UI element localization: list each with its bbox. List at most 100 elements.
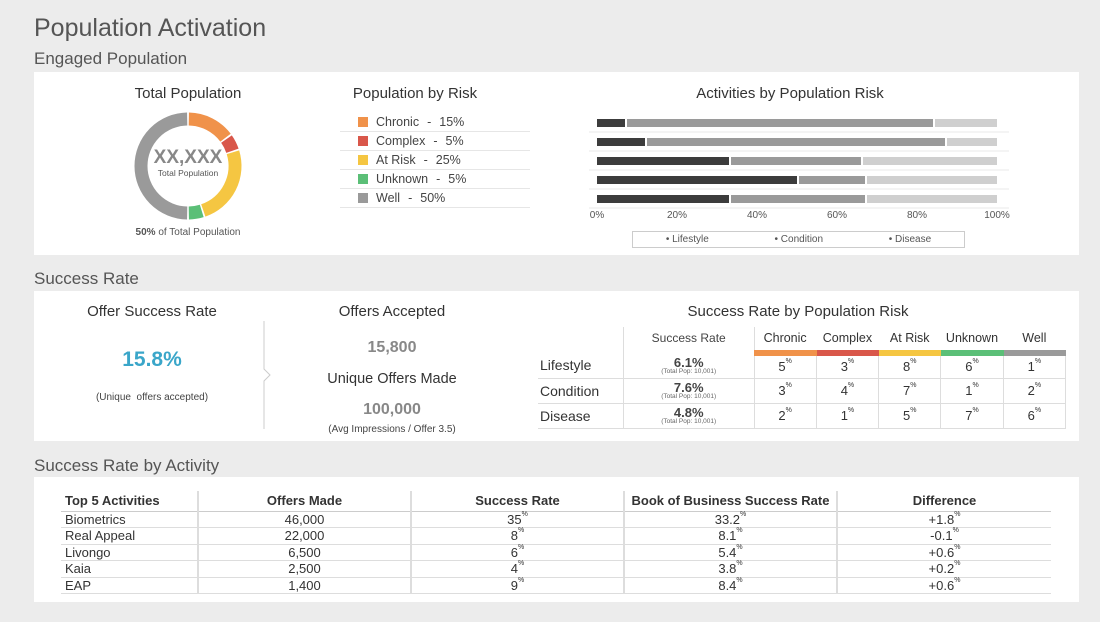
offer-success-title: Offer Success Rate bbox=[87, 303, 217, 320]
pct-symbol: % bbox=[1034, 358, 1042, 366]
activity-difference-value: +0.6 bbox=[928, 544, 955, 560]
bar-disease-complex bbox=[947, 138, 997, 146]
sr-row: Disease 4.8% (Total Pop: 10,001) 2% 1% 5% 7% 6% bbox=[538, 403, 1067, 429]
activity-bob-rate: 3.8% bbox=[624, 560, 838, 578]
activity-bob-rate: 8.1% bbox=[624, 527, 838, 545]
offers-accepted-value: 15,800 bbox=[367, 339, 417, 356]
sr-row-rate: 7.6% bbox=[673, 379, 704, 395]
risk-separator: - bbox=[423, 153, 428, 167]
risk-label: Complex bbox=[376, 134, 426, 148]
pct-symbol: % bbox=[972, 407, 979, 414]
activity-name: EAP bbox=[61, 577, 199, 594]
activity-offers-value: 6,500 bbox=[288, 544, 321, 560]
activity-col-header: Offers Made bbox=[198, 491, 412, 512]
activity-rate-value: 6 bbox=[510, 544, 518, 560]
risk-label: Chronic bbox=[376, 115, 420, 129]
activity-row: EAP 1,400 9% 8.4% +0.6% bbox=[61, 577, 1051, 594]
divider-chevron bbox=[263, 321, 271, 429]
x-tick-label: 100% bbox=[984, 210, 1010, 221]
bar-lifestyle-well bbox=[597, 195, 729, 203]
sr-cell: 2% bbox=[754, 403, 817, 429]
sr-row-rate: 4.8% bbox=[673, 404, 704, 420]
sr-cell-value: 7 bbox=[902, 383, 911, 398]
bar-condition-unknown bbox=[799, 176, 865, 184]
sr-cell-value: 6 bbox=[1027, 408, 1035, 423]
unique-offers-value: 100,000 bbox=[363, 401, 421, 418]
donut-slice-at-risk bbox=[200, 150, 242, 217]
sr-header-success-rate: Success Rate bbox=[623, 327, 755, 353]
sr-by-risk-table: Success Rate Chronic Complex At Risk Unknown… bbox=[538, 327, 1067, 429]
donut-center-label: Total Population bbox=[157, 168, 219, 178]
footnote-text: of Total Population bbox=[158, 227, 241, 238]
risk-legend-row: Well -50% bbox=[340, 189, 530, 208]
activity-offers: 1,400 bbox=[198, 577, 412, 594]
pct-symbol: % bbox=[1034, 382, 1042, 389]
x-tick-label: 0% bbox=[589, 210, 605, 221]
activity-offers-value: 22,000 bbox=[284, 528, 325, 544]
activity-bob-rate: 33.2% bbox=[624, 511, 838, 528]
activity-col-header: Difference bbox=[837, 491, 1051, 512]
footnote-value: 50% bbox=[135, 227, 156, 238]
pct-symbol: % bbox=[954, 510, 961, 518]
activity-bob-rate-value: 8.1 bbox=[718, 528, 737, 544]
success-rate-panel: Offer Success Rate 15.8% (Unique offers … bbox=[34, 291, 1079, 441]
sr-header-blank bbox=[538, 327, 624, 353]
donut-slice-unknown bbox=[188, 204, 204, 220]
sr-row-pop: (Total Pop: 10,001) bbox=[661, 417, 717, 425]
pct-symbol: % bbox=[518, 560, 525, 568]
sr-cell-value: 7 bbox=[965, 408, 973, 423]
risk-legend-row: At Risk -25% bbox=[340, 151, 530, 170]
activity-difference-value: +0.2 bbox=[928, 561, 955, 577]
activity-name: Livongo bbox=[61, 544, 199, 561]
bar-condition-complex bbox=[647, 138, 945, 146]
pct-symbol: % bbox=[972, 358, 979, 366]
sr-cell-value: 1 bbox=[1027, 359, 1035, 375]
sr-cell-value: 2 bbox=[1027, 383, 1035, 398]
donut-slice-well bbox=[134, 112, 188, 220]
risk-label: Well bbox=[376, 191, 401, 205]
pct-symbol: % bbox=[785, 407, 792, 414]
sr-cell-value: 6 bbox=[965, 359, 973, 375]
sr-cell: 1% bbox=[1003, 353, 1067, 379]
bar-disease-chronic bbox=[935, 119, 997, 127]
pct-symbol: % bbox=[910, 407, 917, 414]
pct-symbol: % bbox=[910, 358, 917, 366]
sr-cell-value: 5 bbox=[778, 359, 786, 375]
risk-separator: - bbox=[436, 172, 441, 186]
activity-offers: 6,500 bbox=[198, 544, 412, 561]
bar-lifestyle-chronic bbox=[597, 119, 625, 127]
activity-difference: +0.6% bbox=[837, 577, 1051, 594]
pct-symbol: % bbox=[785, 358, 792, 366]
sr-header-well: Well bbox=[1003, 327, 1067, 356]
sr-row-label: Condition bbox=[538, 378, 624, 404]
sr-cell: 6% bbox=[1003, 403, 1067, 429]
activity-offers-value: 2,500 bbox=[288, 561, 321, 577]
pct-symbol: % bbox=[518, 576, 525, 584]
sr-row-rate: 6.1% bbox=[673, 354, 704, 370]
activities-chart-title: Activities by Population Risk bbox=[696, 85, 884, 102]
activity-difference: +1.8% bbox=[837, 511, 1051, 528]
activity-rate-value: 9 bbox=[510, 577, 518, 593]
bar-disease-unknown bbox=[867, 176, 997, 184]
total-population-title: Total Population bbox=[134, 85, 242, 102]
sr-header-chronic: Chronic bbox=[754, 327, 817, 356]
donut-slice-complex bbox=[221, 135, 239, 154]
sr-cell: 3% bbox=[754, 378, 817, 404]
sr-cell-value: 1 bbox=[965, 383, 973, 398]
pct-symbol: % bbox=[736, 543, 743, 551]
activities-legend: Lifestyle Condition Disease bbox=[632, 231, 965, 248]
pct-symbol: % bbox=[785, 382, 792, 389]
activity-rate: 4% bbox=[411, 560, 625, 578]
sr-row-rate-cell: 7.6% (Total Pop: 10,001) bbox=[623, 378, 755, 404]
sr-cell: 6% bbox=[940, 353, 1004, 379]
section-title-success-rate: Success Rate bbox=[34, 269, 139, 288]
pct-symbol: % bbox=[521, 510, 528, 518]
activity-bob-rate-value: 3.8 bbox=[718, 561, 737, 577]
pct-symbol: % bbox=[954, 560, 961, 568]
offers-accepted-title: Offers Accepted bbox=[338, 303, 446, 320]
pct-symbol: % bbox=[954, 576, 961, 584]
risk-label: At Risk bbox=[376, 153, 416, 167]
activity-bob-rate-value: 8.4 bbox=[718, 577, 737, 593]
sr-header-complex: Complex bbox=[816, 327, 880, 356]
sr-row: Lifestyle 6.1% (Total Pop: 10,001) 5% 3% 8% 6%… bbox=[538, 353, 1067, 379]
